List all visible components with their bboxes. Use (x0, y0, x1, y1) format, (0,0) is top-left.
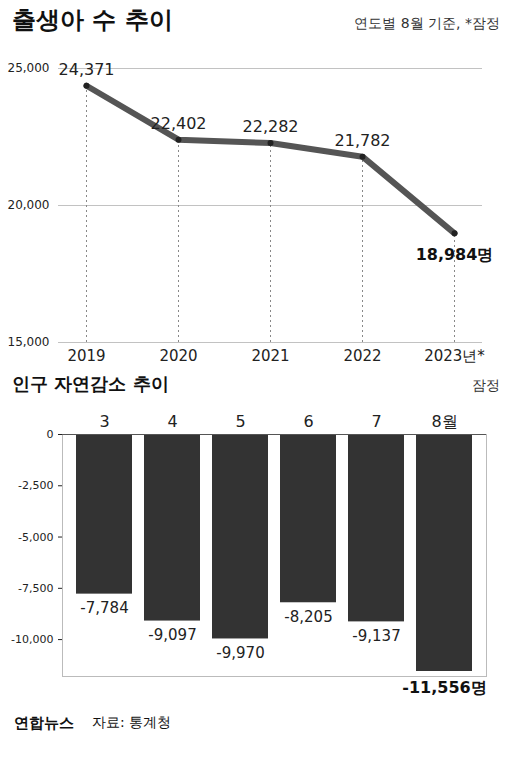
svg-text:21,782: 21,782 (335, 131, 391, 150)
svg-text:-7,784: -7,784 (80, 599, 128, 617)
svg-text:3: 3 (99, 412, 109, 431)
html-text:출생아 수 추이: 출생아 수 추이 (12, 6, 173, 34)
svg-text:25,000: 25,000 (8, 61, 50, 75)
svg-text:2022: 2022 (343, 347, 381, 365)
svg-text:2021: 2021 (251, 347, 289, 365)
svg-text:-9,097: -9,097 (148, 626, 196, 644)
svg-text:2020: 2020 (159, 347, 197, 365)
svg-text:-2,500: -2,500 (18, 479, 53, 492)
svg-text:6: 6 (303, 412, 313, 431)
html-text:연합뉴스: 연합뉴스 (14, 713, 74, 732)
html-text:연도별 8월 기준, *잠정: 연도별 8월 기준, *잠정 (354, 15, 500, 31)
html-text:인구 자연감소 추이: 인구 자연감소 추이 (12, 373, 169, 394)
svg-text:5: 5 (235, 412, 245, 431)
svg-text:8월: 8월 (431, 412, 457, 431)
svg-text:-8,205: -8,205 (284, 608, 332, 626)
svg-text:22,402: 22,402 (151, 114, 207, 133)
svg-text:22,282: 22,282 (243, 117, 299, 136)
svg-text:-10,000: -10,000 (11, 633, 53, 646)
svg-text:-11,556명: -11,556명 (402, 678, 486, 697)
svg-text:-5,000: -5,000 (18, 531, 53, 544)
svg-text:20,000: 20,000 (8, 198, 50, 212)
svg-text:2019: 2019 (67, 347, 105, 365)
svg-text:7: 7 (371, 412, 381, 431)
svg-text:24,371: 24,371 (59, 60, 115, 79)
svg-text:4: 4 (167, 412, 177, 431)
svg-text:-9,137: -9,137 (352, 627, 400, 645)
svg-text:-7,500: -7,500 (18, 582, 53, 595)
svg-text:2023년*: 2023년* (424, 347, 485, 365)
svg-text:-9,970: -9,970 (216, 644, 264, 662)
svg-text:18,984명: 18,984명 (416, 245, 494, 264)
svg-text:0: 0 (47, 428, 54, 441)
svg-text:15,000: 15,000 (8, 335, 50, 349)
html-text:잠정: 잠정 (472, 377, 500, 393)
html-text:자료: 통계청: 자료: 통계청 (92, 714, 172, 730)
